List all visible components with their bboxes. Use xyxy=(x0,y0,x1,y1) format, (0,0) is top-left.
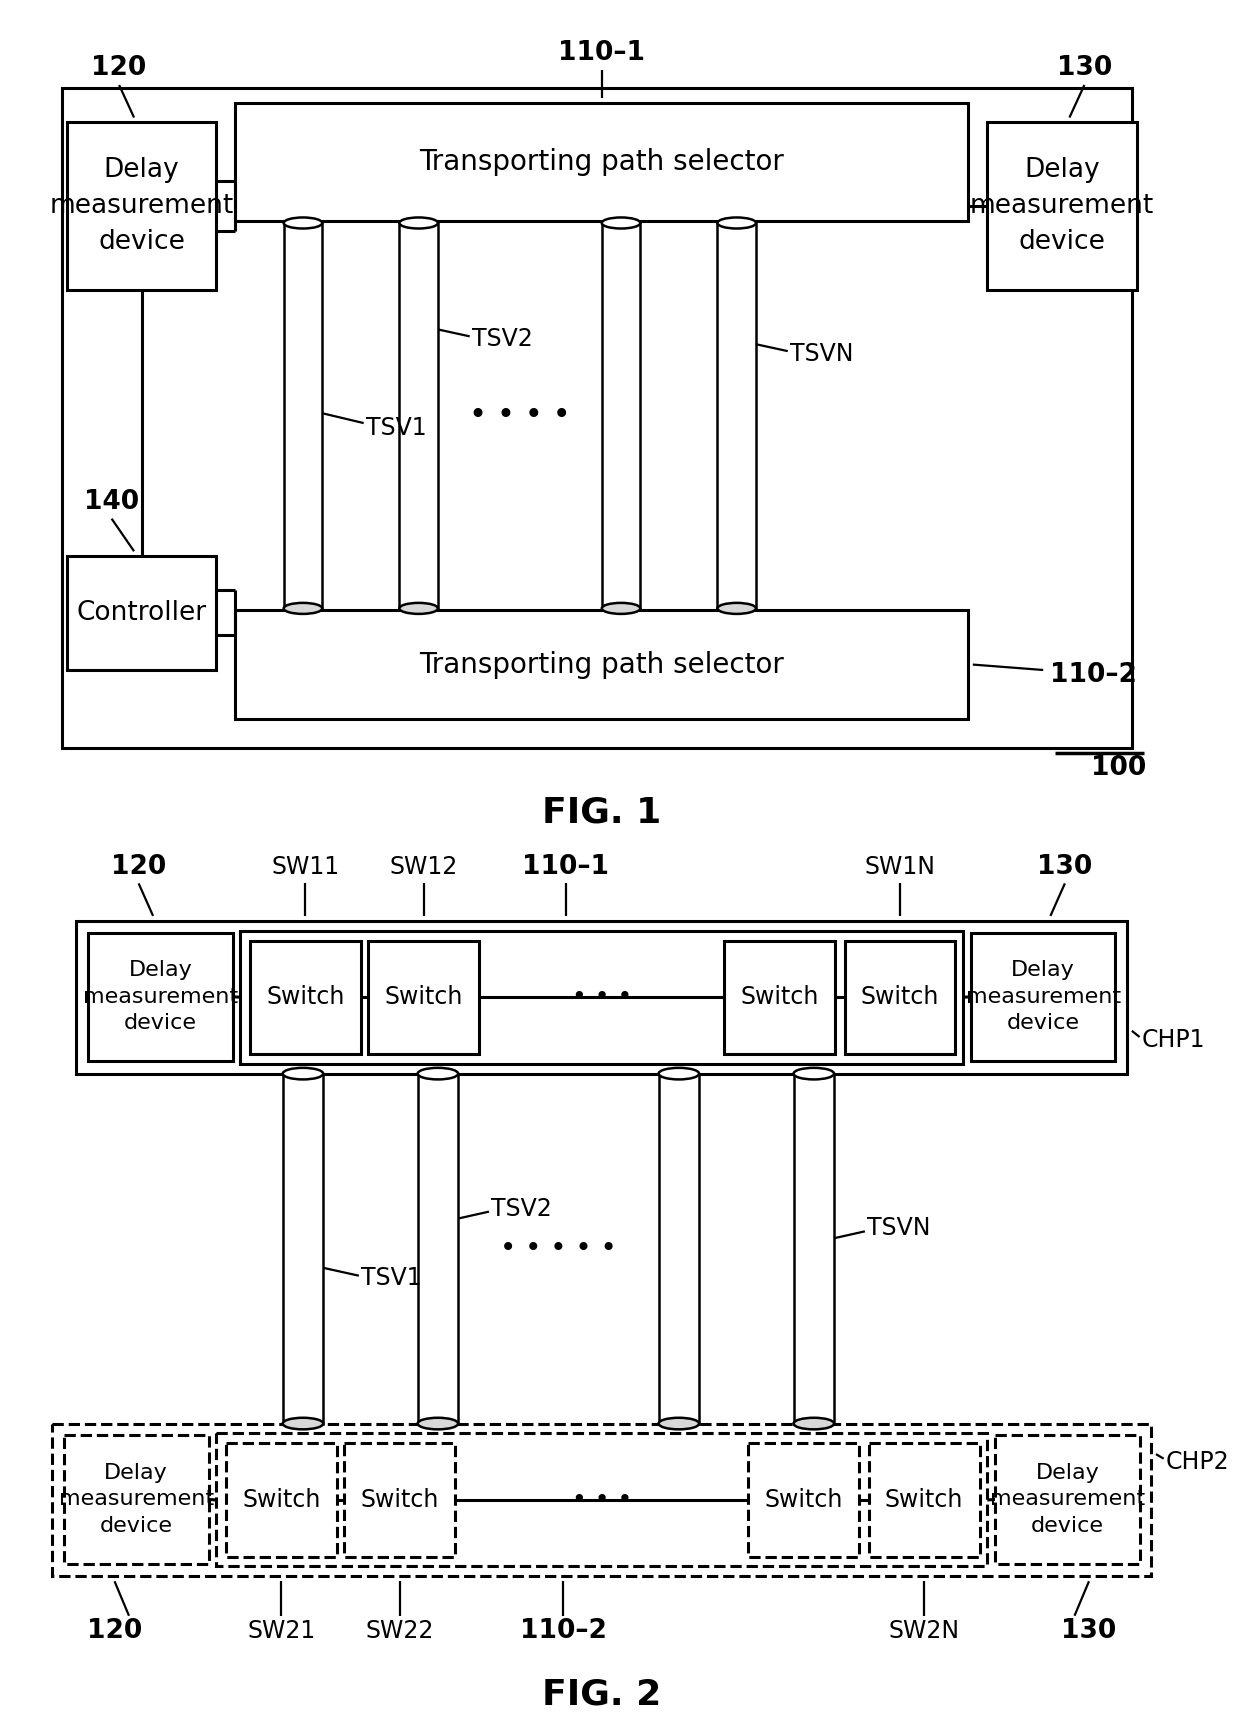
Text: 110–2: 110–2 xyxy=(520,1618,606,1644)
Text: TSVN: TSVN xyxy=(790,341,853,366)
Ellipse shape xyxy=(418,1417,458,1429)
Text: Delay
measurement
device: Delay measurement device xyxy=(966,961,1121,1033)
Ellipse shape xyxy=(284,218,322,228)
FancyBboxPatch shape xyxy=(236,611,968,719)
Ellipse shape xyxy=(794,1417,835,1429)
Text: Switch: Switch xyxy=(885,1488,963,1512)
Text: Delay
measurement
device: Delay measurement device xyxy=(50,158,233,256)
FancyBboxPatch shape xyxy=(241,930,963,1064)
FancyBboxPatch shape xyxy=(748,1443,859,1556)
FancyBboxPatch shape xyxy=(226,1443,337,1556)
FancyBboxPatch shape xyxy=(869,1443,980,1556)
FancyBboxPatch shape xyxy=(284,223,322,609)
FancyBboxPatch shape xyxy=(658,1074,699,1424)
Text: Switch: Switch xyxy=(267,985,345,1009)
Ellipse shape xyxy=(718,602,756,614)
Text: Transporting path selector: Transporting path selector xyxy=(419,650,784,678)
Text: 120: 120 xyxy=(112,853,166,880)
Ellipse shape xyxy=(283,1067,324,1079)
Text: 110–1: 110–1 xyxy=(558,41,645,67)
Ellipse shape xyxy=(794,1067,835,1079)
Text: CHP2: CHP2 xyxy=(1166,1450,1229,1474)
Ellipse shape xyxy=(399,602,438,614)
Ellipse shape xyxy=(601,602,640,614)
Text: 120: 120 xyxy=(87,1618,143,1644)
Text: Switch: Switch xyxy=(861,985,939,1009)
Text: 110–1: 110–1 xyxy=(522,853,609,880)
Ellipse shape xyxy=(658,1417,699,1429)
FancyBboxPatch shape xyxy=(418,1074,458,1424)
Text: Delay
measurement
device: Delay measurement device xyxy=(58,1464,213,1536)
Ellipse shape xyxy=(718,218,756,228)
FancyBboxPatch shape xyxy=(77,921,1127,1074)
Text: TSVN: TSVN xyxy=(867,1217,930,1241)
FancyBboxPatch shape xyxy=(216,1433,987,1567)
Text: TSV2: TSV2 xyxy=(491,1196,552,1220)
Text: Switch: Switch xyxy=(361,1488,439,1512)
Ellipse shape xyxy=(601,218,640,228)
Text: Switch: Switch xyxy=(242,1488,320,1512)
Text: 140: 140 xyxy=(84,489,139,515)
FancyBboxPatch shape xyxy=(64,1435,208,1563)
FancyBboxPatch shape xyxy=(368,940,480,1054)
Text: • • •: • • • xyxy=(572,1488,632,1512)
Text: Delay
measurement
device: Delay measurement device xyxy=(970,158,1154,256)
Ellipse shape xyxy=(284,602,322,614)
Text: Controller: Controller xyxy=(77,601,207,626)
Text: TSV2: TSV2 xyxy=(471,328,532,352)
Text: • • • • •: • • • • • xyxy=(500,1234,616,1261)
Text: SW11: SW11 xyxy=(272,855,340,879)
FancyBboxPatch shape xyxy=(88,934,233,1060)
Text: 120: 120 xyxy=(92,55,146,81)
Ellipse shape xyxy=(658,1067,699,1079)
Text: SW22: SW22 xyxy=(366,1618,434,1642)
Text: Transporting path selector: Transporting path selector xyxy=(419,148,784,175)
FancyBboxPatch shape xyxy=(844,940,956,1054)
FancyBboxPatch shape xyxy=(283,1074,324,1424)
Text: TSV1: TSV1 xyxy=(361,1266,422,1290)
Text: 130: 130 xyxy=(1061,1618,1116,1644)
Text: Switch: Switch xyxy=(740,985,818,1009)
FancyBboxPatch shape xyxy=(601,223,640,609)
FancyBboxPatch shape xyxy=(994,1435,1140,1563)
FancyBboxPatch shape xyxy=(971,934,1116,1060)
FancyBboxPatch shape xyxy=(718,223,756,609)
Text: SW12: SW12 xyxy=(389,855,458,879)
FancyBboxPatch shape xyxy=(794,1074,835,1424)
Text: FIG. 1: FIG. 1 xyxy=(542,796,661,829)
FancyBboxPatch shape xyxy=(62,88,1132,748)
Text: Delay
measurement
device: Delay measurement device xyxy=(83,961,238,1033)
Text: SW21: SW21 xyxy=(247,1618,315,1642)
FancyBboxPatch shape xyxy=(250,940,361,1054)
FancyBboxPatch shape xyxy=(987,122,1137,290)
FancyBboxPatch shape xyxy=(236,103,968,221)
Text: 100: 100 xyxy=(1091,755,1146,781)
Text: Switch: Switch xyxy=(765,1488,843,1512)
FancyBboxPatch shape xyxy=(67,556,216,669)
Text: CHP1: CHP1 xyxy=(1142,1028,1205,1052)
Text: SW2N: SW2N xyxy=(889,1618,960,1642)
Ellipse shape xyxy=(399,218,438,228)
FancyBboxPatch shape xyxy=(399,223,438,609)
FancyBboxPatch shape xyxy=(345,1443,455,1556)
Text: SW1N: SW1N xyxy=(864,855,935,879)
Ellipse shape xyxy=(283,1417,324,1429)
FancyBboxPatch shape xyxy=(724,940,835,1054)
Text: 110–2: 110–2 xyxy=(1050,662,1137,688)
Text: • • • •: • • • • xyxy=(469,402,570,429)
Ellipse shape xyxy=(418,1067,458,1079)
Text: • • •: • • • xyxy=(572,985,632,1009)
Text: Delay
measurement
device: Delay measurement device xyxy=(990,1464,1145,1536)
Text: Switch: Switch xyxy=(384,985,463,1009)
Text: TSV1: TSV1 xyxy=(366,415,427,439)
Text: FIG. 2: FIG. 2 xyxy=(542,1678,661,1711)
FancyBboxPatch shape xyxy=(67,122,216,290)
Text: 130: 130 xyxy=(1056,55,1112,81)
Text: 130: 130 xyxy=(1037,853,1092,880)
FancyBboxPatch shape xyxy=(52,1424,1151,1577)
